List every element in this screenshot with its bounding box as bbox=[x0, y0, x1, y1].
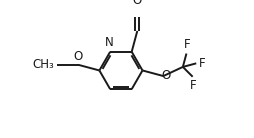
Text: N: N bbox=[105, 36, 114, 50]
Text: F: F bbox=[190, 79, 197, 92]
Text: F: F bbox=[184, 38, 190, 51]
Text: O: O bbox=[133, 0, 142, 7]
Text: O: O bbox=[161, 69, 170, 82]
Text: F: F bbox=[199, 57, 205, 70]
Text: O: O bbox=[73, 50, 82, 63]
Text: CH₃: CH₃ bbox=[32, 58, 54, 71]
